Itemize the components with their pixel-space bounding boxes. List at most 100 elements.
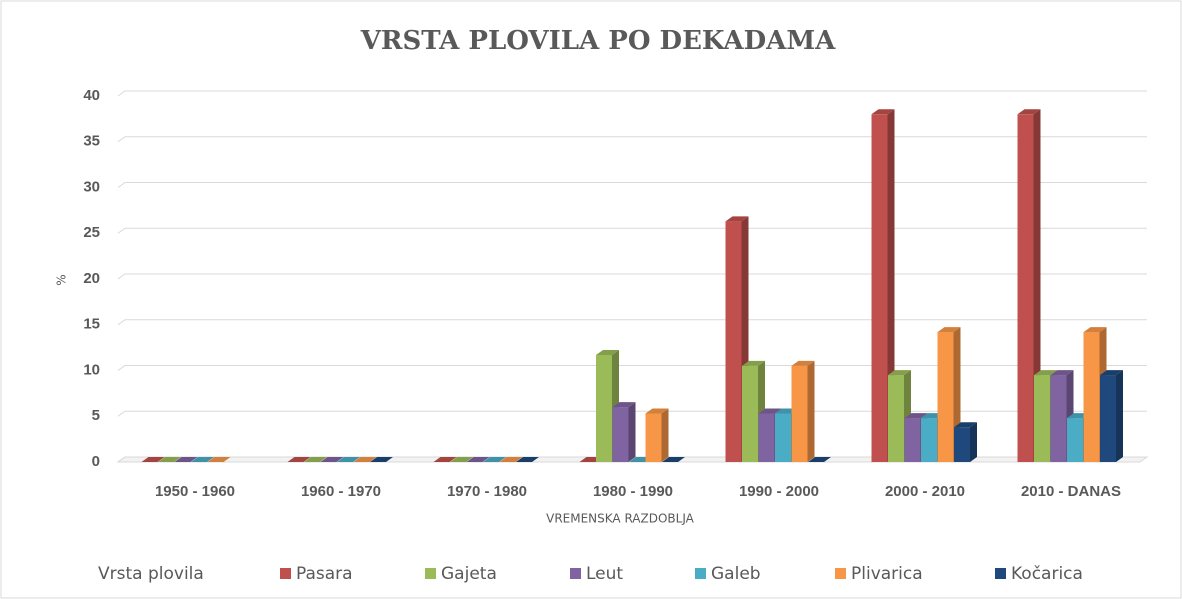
bar [141, 457, 165, 462]
bar-front [612, 407, 629, 462]
bar-top [596, 349, 619, 355]
bar-top [499, 457, 523, 462]
bar-top [904, 413, 928, 419]
bar-front [596, 354, 612, 462]
bar-front [742, 365, 758, 462]
bar [191, 457, 214, 462]
bar-side [1116, 370, 1123, 462]
legend-swatch [995, 568, 1006, 579]
bar [1050, 370, 1074, 462]
bar-top [1083, 327, 1107, 333]
bar-front [1067, 418, 1083, 462]
bar-side [970, 422, 977, 462]
bar-top [742, 360, 765, 366]
bar-front [758, 413, 775, 462]
bar [450, 457, 473, 462]
bar [516, 457, 539, 462]
bar-front [791, 365, 808, 462]
grid-line [117, 182, 1147, 188]
legend-swatch [695, 568, 706, 579]
bar-top [287, 457, 311, 462]
bar-front [645, 413, 662, 462]
bar-top [871, 109, 895, 115]
bar-top [304, 457, 327, 462]
bar-top [207, 457, 231, 462]
bar-side [807, 360, 815, 462]
bar-top [320, 457, 344, 462]
bar-top [937, 327, 961, 333]
bar-top [791, 360, 815, 366]
bar [466, 457, 490, 462]
bar-front [1017, 114, 1034, 463]
bar-top [1050, 370, 1074, 376]
legend-label: Kočarica [1011, 564, 1083, 584]
grid-line [117, 227, 1147, 234]
bar-top [191, 457, 214, 462]
bar-front [921, 418, 937, 462]
bar [871, 109, 895, 463]
bar-top [158, 457, 181, 462]
y-tick-label: 35 [83, 133, 100, 150]
bar-front [1050, 375, 1067, 462]
bar-top [662, 457, 685, 462]
grid-line [117, 273, 1147, 280]
bar-front [775, 413, 791, 462]
chart-title: VRSTA PLOVILA PO DEKADAMA [360, 26, 836, 56]
bar-top [483, 457, 506, 462]
bar-top [1017, 109, 1041, 115]
y-tick-label: 25 [83, 224, 100, 241]
bar-top [612, 402, 636, 408]
y-tick-label: 30 [83, 178, 100, 195]
bar-side [661, 408, 669, 462]
bar-front [1100, 375, 1116, 462]
legend-swatch [425, 568, 436, 579]
bar [207, 457, 231, 462]
bar-top [337, 457, 360, 462]
grid-line [117, 136, 1147, 143]
legend-label: Plivarica [851, 564, 923, 584]
bar [499, 457, 523, 462]
grid-line [117, 319, 1147, 326]
bar-top [808, 457, 831, 462]
bar-top [645, 408, 669, 414]
grid-line [117, 90, 1147, 97]
bar [791, 360, 815, 462]
y-tick-label: 20 [83, 270, 100, 287]
bar-top [433, 457, 457, 462]
bar [353, 457, 377, 462]
bar [337, 457, 360, 462]
legend-title: Vrsta plovila [98, 564, 204, 584]
x-tick-label: 1990 - 2000 [739, 483, 819, 500]
y-tick-label: 15 [83, 316, 100, 333]
bar-top [758, 408, 782, 414]
bar-front [904, 418, 921, 462]
x-tick-label: 1950 - 1960 [155, 483, 235, 500]
bar-top [1100, 370, 1123, 376]
bar-front [888, 375, 904, 462]
bar-top [141, 457, 165, 462]
legend-label: Pasara [296, 564, 353, 584]
bar-top [353, 457, 377, 462]
bar-front [725, 221, 742, 462]
bar [158, 457, 181, 462]
bar [612, 402, 636, 462]
bar-front [1083, 332, 1100, 462]
legend-label: Leut [586, 564, 623, 584]
bar [662, 457, 685, 462]
bar [1100, 370, 1123, 462]
legend-swatch [570, 568, 581, 579]
bar-front [954, 427, 970, 462]
y-tick-label: 5 [92, 407, 100, 424]
legend-swatch [835, 568, 846, 579]
bar-front [1034, 375, 1050, 462]
legend-label: Galeb [711, 564, 761, 584]
bar [320, 457, 344, 462]
bar [433, 457, 457, 462]
y-tick-label: 10 [83, 361, 100, 378]
bar-top [725, 216, 749, 222]
x-axis-title: VREMENSKA RAZDOBLJA [546, 512, 695, 526]
bar [174, 457, 198, 462]
bar-side [628, 402, 636, 462]
